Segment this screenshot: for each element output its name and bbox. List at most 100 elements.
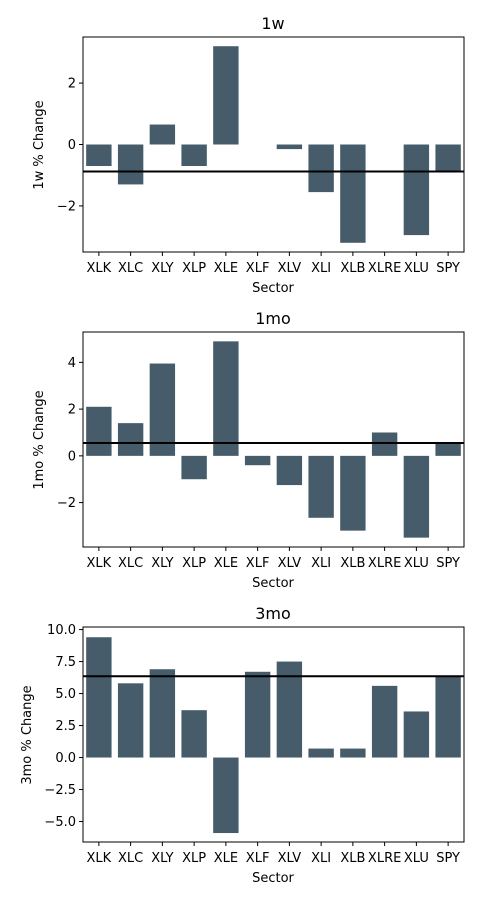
x-tick-label: XLI [311,556,331,571]
x-tick-label: SPY [436,556,460,571]
bar-xlk [86,406,112,456]
x-tick-label: XLP [182,556,206,571]
x-tick-label: XLV [278,261,302,276]
y-tick-label: 7.5 [55,655,76,670]
bar-xlc [117,683,144,758]
y-tick-label: 2.5 [55,719,76,734]
x-tick-label: XLI [311,851,331,866]
x-tick-label: SPY [436,261,460,276]
x-tick-label: XLV [278,851,302,866]
bar-xlre [371,685,398,758]
bar-xlk [86,144,112,166]
bar-xlb [340,748,366,758]
x-tick-label: XLE [214,556,238,571]
y-tick-label: 2 [68,403,76,418]
bar-xle [213,46,239,145]
chart-title: 1w [261,14,284,33]
x-tick-label: XLB [340,556,365,571]
x-tick-label: XLF [246,261,270,276]
chart-title: 3mo [255,604,291,623]
bar-spy [435,676,461,758]
y-tick-label: −2.5 [44,783,76,798]
bar-xlk [86,637,112,758]
x-tick-label: XLI [311,261,331,276]
y-tick-label: −2 [57,199,76,214]
x-tick-label: XLB [340,851,365,866]
y-axis-label: 1w % Change [32,100,47,189]
x-tick-label: XLB [340,261,365,276]
x-tick-label: XLC [118,556,143,571]
bar-xli [308,748,334,758]
x-tick-label: XLE [214,261,238,276]
chart-1mo: 1mo 1mo % Change Sector −2 0 2 4 XLK XLC XLY XL… [32,309,465,591]
bar-xlf [244,455,271,466]
bar-xlc [117,423,144,456]
y-axis-label: 3mo % Change [20,685,35,784]
chart-3mo: 3mo 3mo % Change Sector −5.0 −2.5 0.0 2.5 5.… [20,604,465,886]
x-tick-label: XLF [246,556,270,571]
y-tick-label: 10.0 [47,623,76,638]
bar-xlb [340,455,366,531]
x-axis-label: Sector [252,281,294,296]
plot-frame [82,331,465,548]
plot-frame [82,626,465,843]
x-tick-label: XLC [118,261,143,276]
bar-xli [308,455,334,518]
bar-xlv [276,455,303,486]
x-tick-label: XLK [87,851,112,866]
x-tick-label: XLK [87,556,112,571]
bar-xlf [244,671,271,758]
x-tick-label: XLC [118,851,143,866]
y-tick-label: 0 [68,449,76,464]
x-tick-label: XLK [87,261,112,276]
bar-xlp [181,455,207,480]
x-tick-label: XLRE [368,851,401,866]
bar-xlu [403,455,430,538]
x-tick-label: XLRE [368,261,401,276]
chart-1w: 1w 1w % Change Sector −2 0 2 XLK XLC XLY XLP XL… [32,14,465,296]
x-tick-label: XLRE [368,556,401,571]
bar-xlre [371,432,398,456]
x-tick-label: XLY [151,261,173,276]
x-tick-label: SPY [436,851,460,866]
x-tick-label: XLF [246,851,270,866]
y-tick-label: 0.0 [55,751,76,766]
bar-xlb [340,144,366,243]
y-tick-label: −5.0 [44,815,76,830]
x-tick-label: XLE [214,851,238,866]
y-tick-label: 5.0 [55,687,76,702]
y-axis-label: 1mo % Change [32,390,47,489]
bar-xlu [403,711,430,758]
x-tick-label: XLY [151,556,173,571]
plot-area: −2 0 2 XLK XLC XLY XLP XLE XLF XLV XLI XLB XLRE XLU SP… [57,36,465,276]
bar-xlc [117,144,144,185]
bar-spy [435,443,461,456]
plot-area: −2 0 2 4 XLK XLC XLY XLP XLE XLF XLV XLI XLB XLRE XLU S… [57,331,465,571]
bar-xlp [181,710,207,758]
y-tick-label: 2 [68,77,76,92]
chart-title: 1mo [255,309,291,328]
bar-xly [149,669,176,758]
x-tick-label: XLU [404,851,429,866]
plot-area: −5.0 −2.5 0.0 2.5 5.0 7.5 10.0 XLK XLC XLY XLP XLE X… [44,623,465,866]
bar-xle [213,757,239,834]
bar-xly [149,124,176,145]
x-tick-label: XLU [404,261,429,276]
bar-xlu [403,144,430,236]
bar-xly [149,363,176,456]
x-axis-label: Sector [252,871,294,886]
x-tick-label: XLY [151,851,173,866]
bar-xlv [276,661,303,758]
y-tick-label: −2 [57,496,76,511]
x-axis-label: Sector [252,576,294,591]
bar-spy [435,144,461,171]
x-tick-label: XLP [182,851,206,866]
x-tick-label: XLU [404,556,429,571]
y-tick-label: 4 [68,356,76,371]
x-tick-label: XLP [182,261,206,276]
bar-xlv [276,144,303,150]
y-tick-label: 0 [68,138,76,153]
bar-xle [213,341,239,456]
x-tick-label: XLV [278,556,302,571]
